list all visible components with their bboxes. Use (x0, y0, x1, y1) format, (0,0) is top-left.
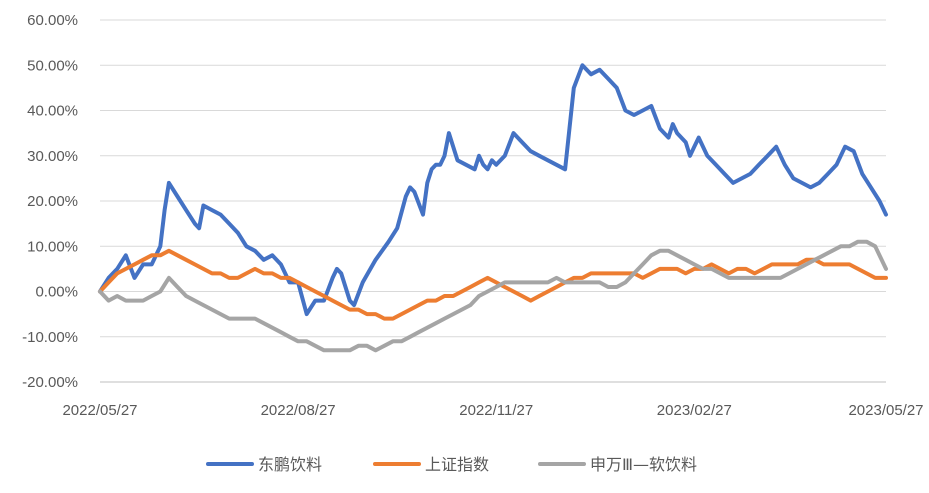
x-tick-label: 2023/05/27 (848, 402, 923, 419)
y-tick-label: 30.00% (27, 148, 78, 165)
x-tick-label: 2022/08/27 (261, 402, 336, 419)
legend-label: 东鹏饮料 (258, 455, 322, 474)
y-tick-label: -10.00% (22, 329, 78, 346)
legend-label: 上证指数 (425, 455, 489, 474)
legend: 东鹏饮料 上证指数 申万Ⅲ—软饮料 (206, 455, 697, 474)
series-line-2 (98, 248, 888, 321)
y-tick-label: 0.00% (35, 284, 78, 301)
y-tick-label: -20.00% (22, 374, 78, 391)
series-line-3 (98, 239, 888, 353)
legend-label: 申万Ⅲ—软饮料 (590, 455, 697, 474)
x-tick-label: 2023/02/27 (657, 402, 732, 419)
y-tick-label: 50.00% (27, 57, 78, 74)
x-tick-label: 2022/05/27 (62, 402, 137, 419)
series-lines (98, 63, 888, 353)
y-tick-label: 40.00% (27, 103, 78, 120)
y-tick-label: 10.00% (27, 238, 78, 255)
y-tick-label: 20.00% (27, 193, 78, 210)
gridlines (100, 19, 886, 383)
y-axis-tick-labels: 60.00% 50.00% 40.00% 30.00% 20.00% 10.00% 0.00… (22, 12, 78, 391)
x-tick-label: 2022/11/27 (459, 402, 533, 419)
y-tick-label: 60.00% (27, 12, 78, 29)
x-axis-tick-labels: 2022/05/27 2022/08/27 2022/11/27 2023/02/27… (62, 402, 923, 419)
series-line-1 (98, 63, 888, 317)
